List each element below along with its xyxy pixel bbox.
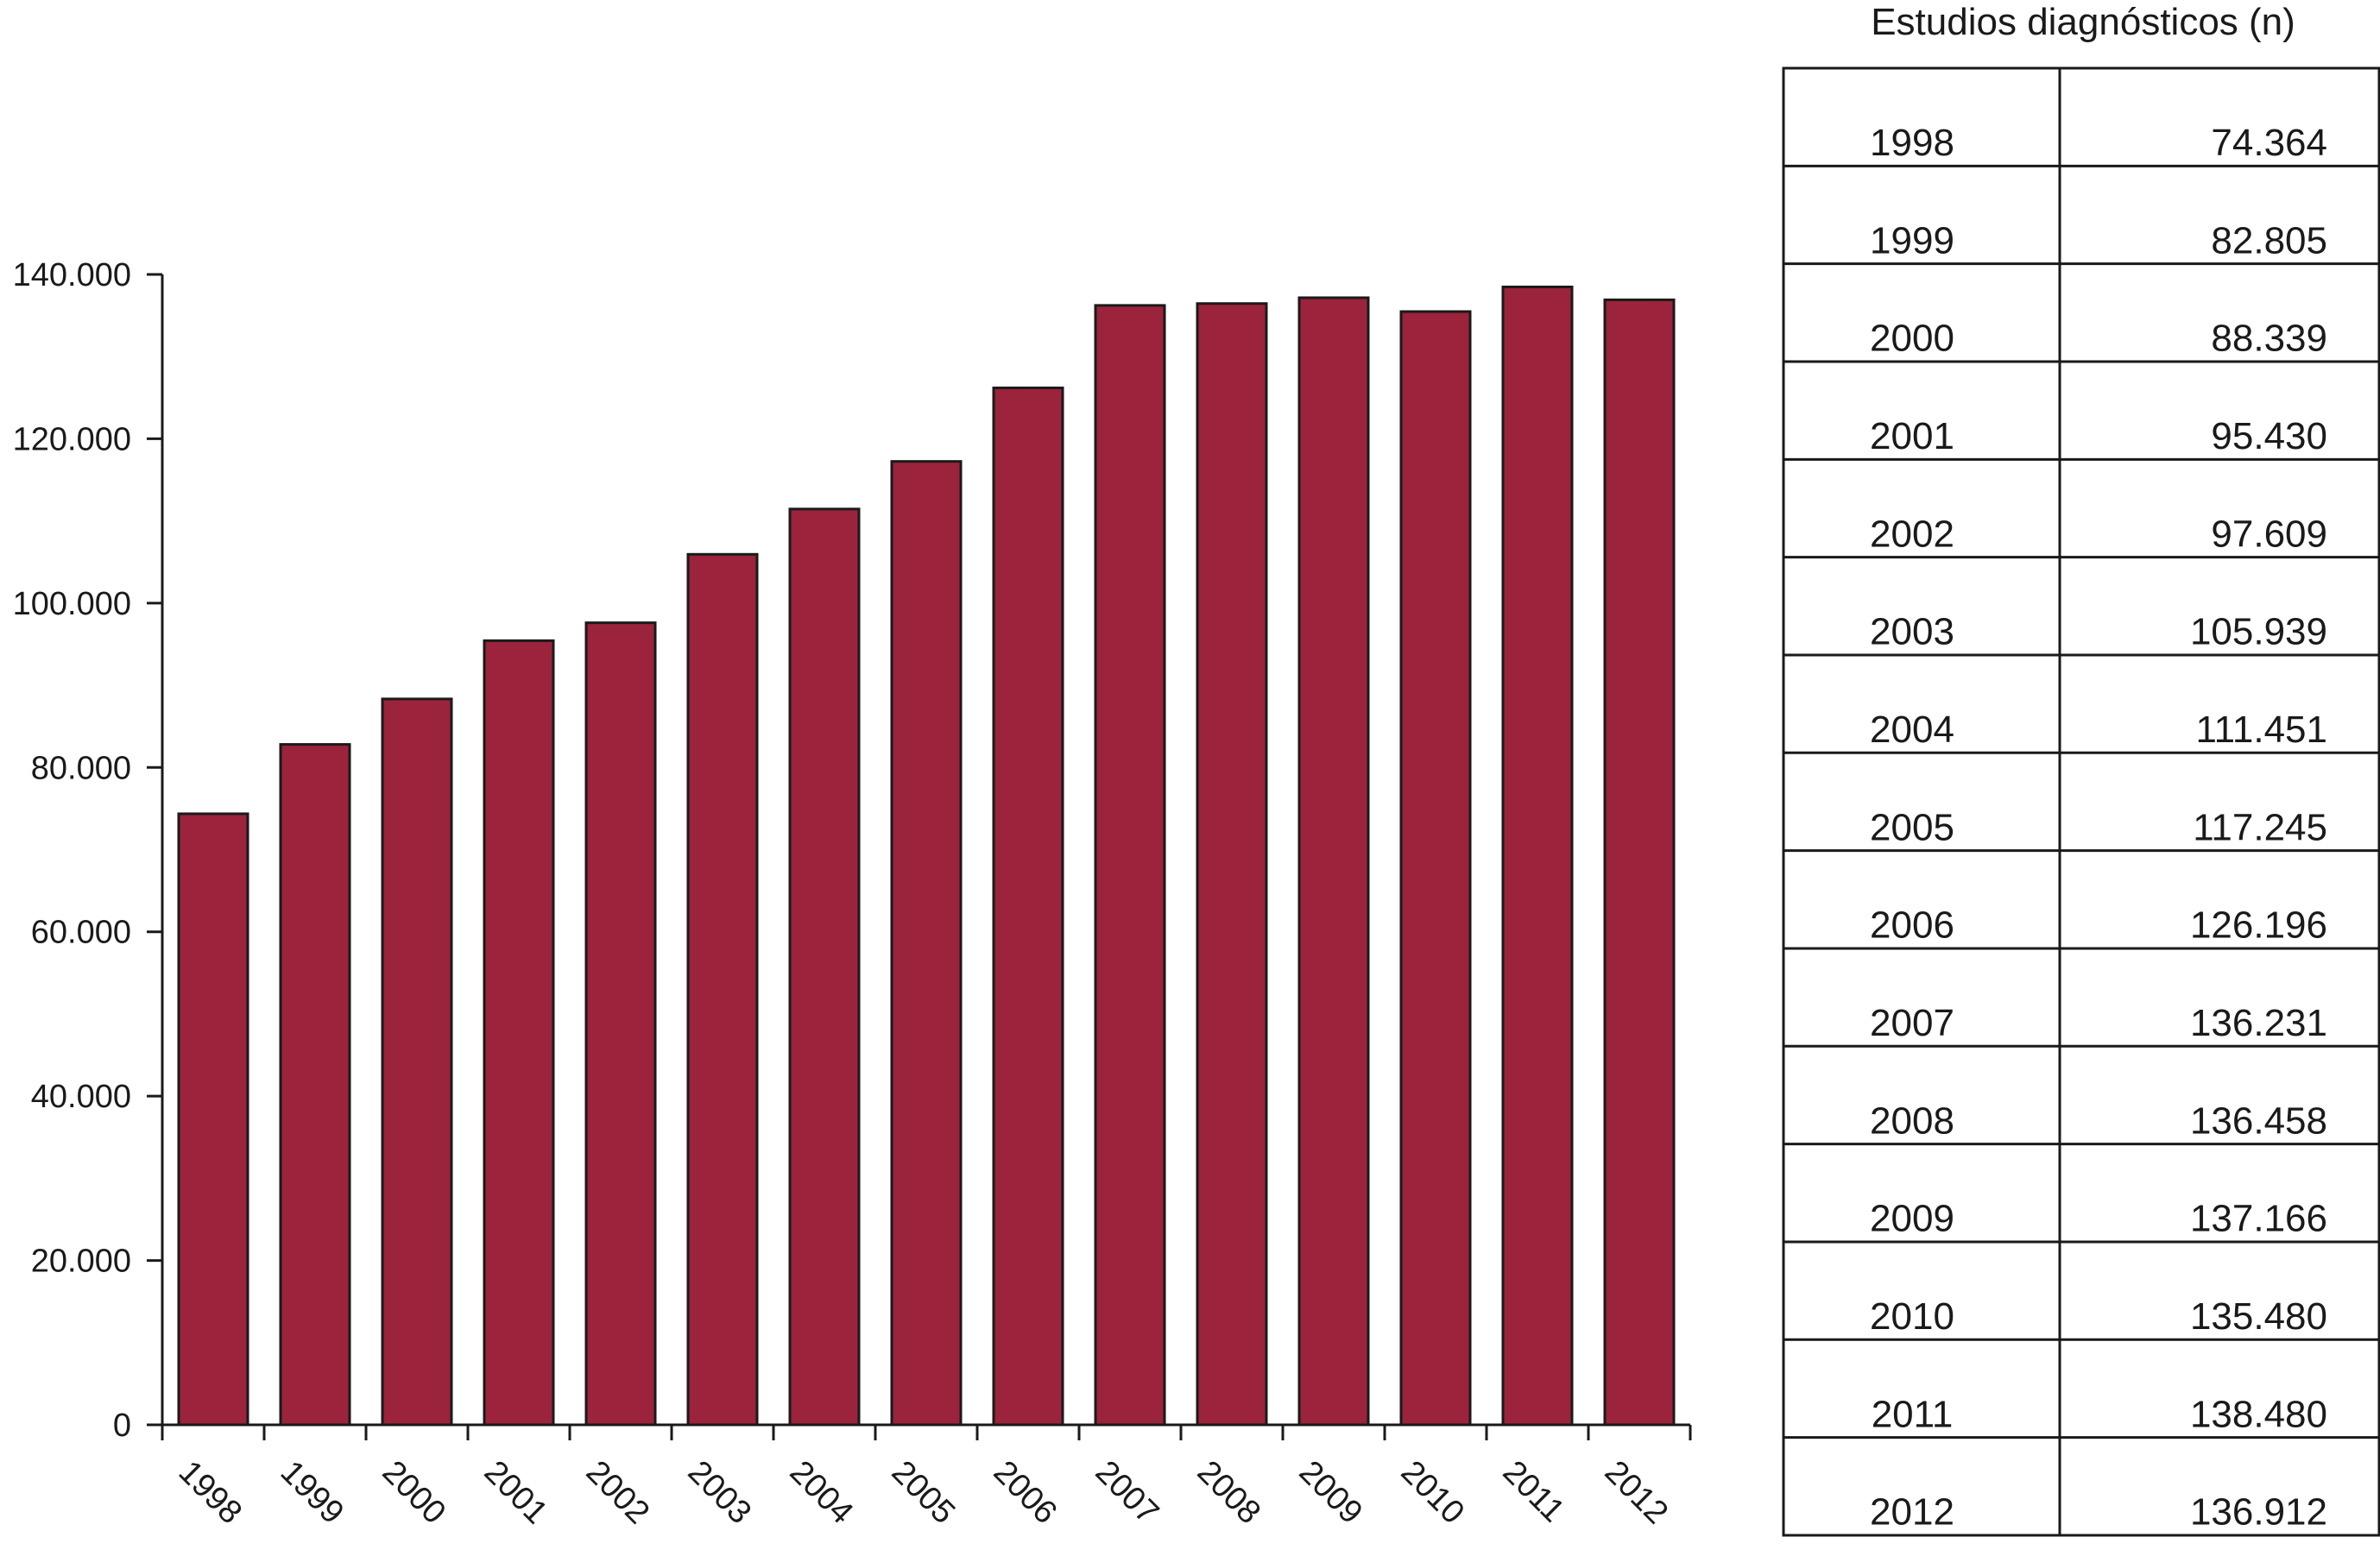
bar-2002 [584, 621, 657, 1427]
x-tick-label: 2003 [681, 1454, 758, 1531]
y-tick-label: 20.000 [31, 1244, 131, 1280]
table-cell-value: 95.430 [2211, 415, 2327, 457]
table-cell-value: 136.458 [2190, 1099, 2327, 1142]
x-tick-label: 2012 [1598, 1454, 1675, 1531]
y-tick-label: 40.000 [31, 1079, 131, 1115]
table-cell-year: 2002 [1870, 513, 1954, 555]
table-title: Estudios diagnósticos (n) [1871, 1, 2295, 43]
table-cell-value: 111.451 [2195, 709, 2327, 751]
bar-2009 [1297, 296, 1370, 1427]
x-tick-label: 1999 [274, 1454, 350, 1531]
table-cell-year: 2001 [1870, 415, 1954, 457]
x-axis-ticks: 1998 1999 2000 2001 2002 2003 2004 2005 2006 2007… [161, 1425, 1692, 1531]
table-cell-value: 135.480 [2190, 1295, 2327, 1338]
bar-2003 [686, 552, 759, 1427]
table-cell-value: 126.196 [2190, 904, 2327, 947]
bar-2004 [788, 507, 861, 1427]
table-cell-year: 1999 [1870, 219, 1954, 261]
bar-chart: 0 20.000 40.000 60.000 80.000 100.000 120.000 1… [13, 257, 1692, 1531]
x-tick-label: 2000 [376, 1454, 452, 1531]
y-tick-label: 60.000 [31, 915, 131, 951]
x-tick-label: 2011 [1496, 1454, 1571, 1529]
bar-1999 [279, 743, 351, 1427]
table-cell-value: 74.364 [2211, 122, 2327, 164]
table-cell-year: 2004 [1870, 709, 1954, 751]
x-tick-label: 2001 [477, 1454, 554, 1531]
bar-2008 [1196, 302, 1268, 1427]
table-cell-value: 105.939 [2190, 611, 2327, 653]
bars [177, 285, 1676, 1427]
table-cell-year: 2011 [1872, 1393, 1954, 1435]
bar-2006 [992, 386, 1064, 1427]
x-tick-label: 2010 [1394, 1454, 1471, 1531]
table-cell-value: 88.339 [2211, 318, 2327, 360]
table-cell-year: 2005 [1870, 806, 1954, 848]
table-border [1782, 66, 2380, 1537]
table-cell-year: 2007 [1870, 1002, 1954, 1044]
table-cell-value: 97.609 [2211, 513, 2327, 555]
x-tick-label: 1998 [172, 1454, 249, 1531]
table-cell-year: 2003 [1870, 611, 1954, 653]
table-cell-year: 2008 [1870, 1099, 1954, 1142]
y-tick-label: 140.000 [13, 257, 131, 293]
x-tick-label: 2008 [1190, 1454, 1267, 1531]
y-tick-label: 100.000 [13, 586, 131, 622]
x-tick-label: 2002 [579, 1454, 656, 1531]
table-cell-year: 2000 [1870, 318, 1954, 360]
data-table: Estudios diagnósticos (n) 1998 74.364 1999… [1782, 1, 2380, 1537]
table-cell-year: 1998 [1870, 122, 1954, 164]
table-cell-year: 2006 [1870, 904, 1954, 947]
y-tick-label: 120.000 [13, 421, 131, 457]
x-tick-label: 2004 [783, 1454, 860, 1531]
bar-2012 [1603, 298, 1676, 1427]
table-cell-value: 82.805 [2211, 219, 2327, 261]
table-cell-value: 117.245 [2193, 806, 2327, 848]
table-cell-year: 2009 [1870, 1198, 1954, 1240]
y-tick-label: 0 [113, 1408, 131, 1444]
bar-2007 [1094, 304, 1166, 1427]
bar-2011 [1501, 285, 1574, 1427]
y-axis-ticks: 0 20.000 40.000 60.000 80.000 100.000 120.000 1… [13, 257, 162, 1444]
table-rows: 1998 74.364 1999 82.805 2000 88.339 2001 95.430… [1783, 122, 2379, 1534]
bar-2005 [890, 460, 963, 1427]
bar-2010 [1399, 310, 1472, 1427]
bar-2001 [483, 639, 555, 1427]
table-cell-value: 136.912 [2190, 1491, 2327, 1534]
x-tick-label: 2007 [1089, 1454, 1165, 1531]
bar-1998 [177, 812, 249, 1427]
table-cell-value: 136.231 [2190, 1002, 2327, 1044]
x-tick-label: 2009 [1292, 1454, 1369, 1531]
bar-2000 [381, 697, 453, 1427]
x-tick-label: 2005 [885, 1454, 962, 1531]
y-tick-label: 80.000 [31, 750, 131, 786]
table-cell-value: 138.480 [2190, 1393, 2327, 1435]
table-cell-value: 137.166 [2190, 1198, 2327, 1240]
x-tick-label: 2006 [987, 1454, 1064, 1531]
table-cell-year: 2010 [1870, 1295, 1954, 1338]
table-cell-year: 2012 [1870, 1491, 1954, 1534]
